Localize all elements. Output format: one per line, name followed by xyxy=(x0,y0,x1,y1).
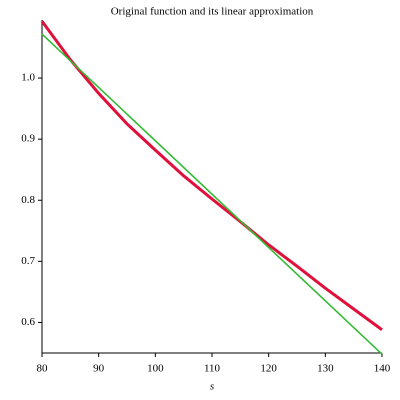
y-tick-label: 0.8 xyxy=(21,194,35,206)
x-axis-label: s xyxy=(210,381,214,393)
x-tick-label: 130 xyxy=(317,363,334,375)
y-tick-label: 1.0 xyxy=(21,72,35,84)
x-tick-label: 110 xyxy=(204,363,221,375)
x-tick-label: 100 xyxy=(147,363,164,375)
x-tick-label: 120 xyxy=(260,363,277,375)
chart-title: Original function and its linear approxi… xyxy=(111,6,314,18)
y-tick-label: 0.7 xyxy=(21,255,35,267)
series-line xyxy=(40,20,383,331)
y-tick-label: 0.9 xyxy=(21,133,35,145)
x-tick-label: 90 xyxy=(93,363,105,375)
x-tick-label: 140 xyxy=(374,363,391,375)
series-line xyxy=(41,33,383,355)
x-tick-label: 80 xyxy=(37,363,49,375)
y-tick-label: 0.6 xyxy=(21,316,35,328)
